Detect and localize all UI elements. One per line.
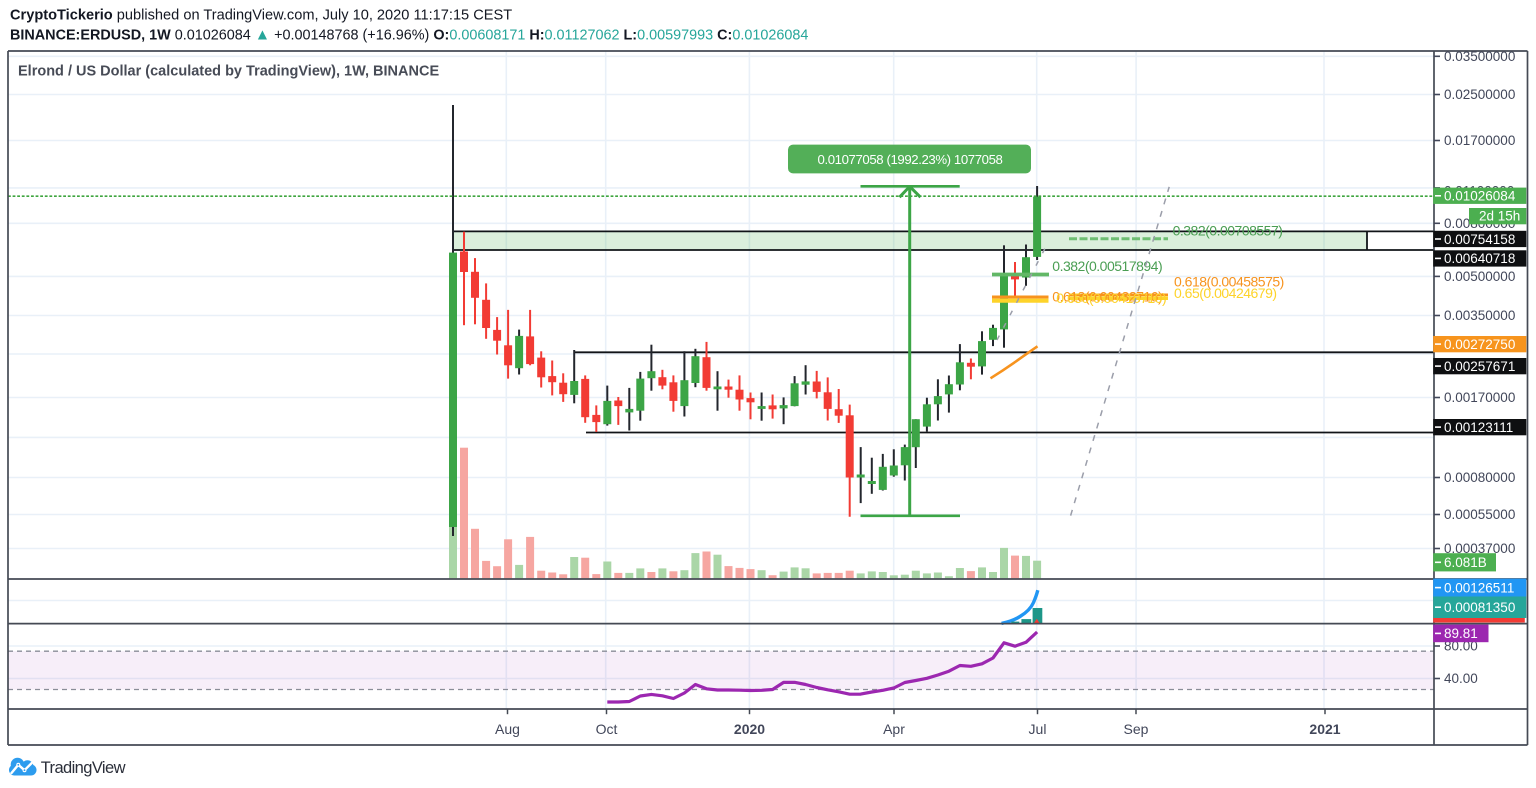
svg-text:0.650(0.00410710): 0.650(0.00410710) [1056, 290, 1166, 306]
svg-text:0.03500000: 0.03500000 [1444, 49, 1515, 64]
svg-text:0.00272750: 0.00272750 [1444, 337, 1515, 352]
svg-text:0.01700000: 0.01700000 [1444, 133, 1515, 148]
svg-text:40.00: 40.00 [1444, 671, 1478, 686]
svg-text:80.00: 80.00 [1444, 639, 1478, 654]
svg-text:Sep: Sep [1124, 721, 1149, 737]
svg-text:2d 15h: 2d 15h [1479, 209, 1520, 224]
svg-text:0.00640718: 0.00640718 [1444, 251, 1515, 266]
svg-text:2020: 2020 [734, 721, 765, 737]
svg-text:Jul: Jul [1029, 721, 1047, 737]
svg-text:BINANCE:ERDUSD, 1W 0.01026084: BINANCE:ERDUSD, 1W 0.01026084 ▲ +0.00148… [10, 27, 808, 44]
svg-text:0.02500000: 0.02500000 [1444, 87, 1515, 102]
svg-text:0.65(0.00424679): 0.65(0.00424679) [1174, 285, 1277, 301]
svg-text:Aug: Aug [495, 721, 520, 737]
svg-text:Apr: Apr [883, 721, 905, 737]
svg-text:0.00257671: 0.00257671 [1444, 359, 1515, 374]
svg-text:0.00350000: 0.00350000 [1444, 308, 1515, 323]
svg-text:2021: 2021 [1309, 721, 1340, 737]
svg-text:0.00055000: 0.00055000 [1444, 507, 1515, 522]
svg-text:0.00081350: 0.00081350 [1444, 600, 1515, 615]
svg-text:0.382(0.00708557): 0.382(0.00708557) [1173, 223, 1283, 239]
svg-text:0.01026084: 0.01026084 [1444, 189, 1516, 204]
svg-text:0.00080000: 0.00080000 [1444, 470, 1515, 485]
svg-text:0.618(0.00458575): 0.618(0.00458575) [1174, 274, 1284, 290]
svg-text:0.00500000: 0.00500000 [1444, 269, 1515, 284]
svg-text:Oct: Oct [596, 721, 618, 737]
svg-text:Elrond / US Dollar (calculated: Elrond / US Dollar (calculated by Tradin… [18, 64, 439, 80]
svg-text:0.00170000: 0.00170000 [1444, 390, 1515, 405]
svg-text:0.00037000: 0.00037000 [1444, 541, 1515, 556]
svg-text:89.81: 89.81 [1444, 626, 1478, 641]
svg-text:0.00754158: 0.00754158 [1444, 232, 1515, 247]
svg-text:TradingView: TradingView [41, 759, 126, 777]
svg-text:0.00123111: 0.00123111 [1444, 420, 1513, 435]
svg-text:0.382(0.00517894): 0.382(0.00517894) [1052, 258, 1162, 274]
svg-text:6.081B: 6.081B [1444, 555, 1487, 570]
svg-text:0.01077058 (1992.23%) 1077058: 0.01077058 (1992.23%) 1077058 [818, 152, 1003, 167]
svg-text:0.00126511: 0.00126511 [1444, 580, 1514, 595]
svg-text:CryptoTickerio published on Tr: CryptoTickerio published on TradingView.… [10, 8, 512, 24]
